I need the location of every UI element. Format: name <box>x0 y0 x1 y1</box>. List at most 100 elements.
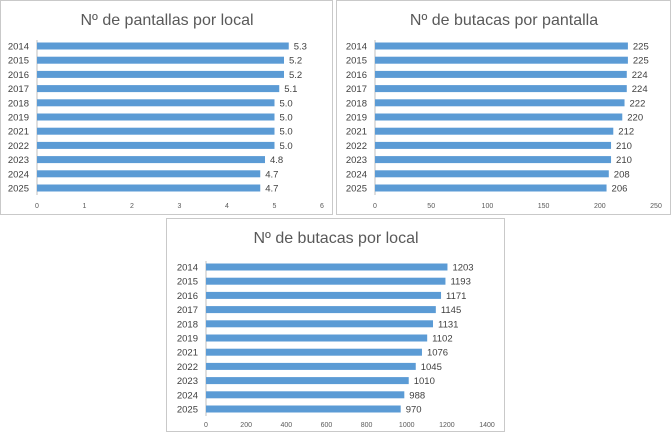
bar <box>375 56 628 64</box>
x-tick-label: 150 <box>538 203 550 210</box>
x-tick-label: 200 <box>594 203 606 210</box>
data-label: 206 <box>612 184 628 195</box>
x-tick-label: 0 <box>35 203 39 210</box>
bar <box>375 85 627 93</box>
bar <box>206 362 416 370</box>
data-label: 1045 <box>421 362 442 373</box>
x-tick-label: 50 <box>427 203 435 210</box>
category-label: 2019 <box>177 334 198 345</box>
bar <box>375 99 625 107</box>
bar <box>375 42 628 50</box>
data-label: 225 <box>633 56 649 67</box>
bar <box>37 170 261 178</box>
data-label: 224 <box>632 84 648 95</box>
data-label: 5.3 <box>294 42 307 53</box>
category-label: 2015 <box>177 277 198 288</box>
data-label: 222 <box>630 98 646 109</box>
category-label: 2024 <box>177 390 198 401</box>
category-label: 2017 <box>177 305 198 316</box>
chart-title: Nº de pantallas por local <box>80 12 253 29</box>
category-label: 2021 <box>346 127 367 138</box>
data-label: 988 <box>409 390 425 401</box>
data-label: 210 <box>616 141 632 152</box>
bar <box>206 306 436 314</box>
data-label: 5.0 <box>280 141 293 152</box>
bar <box>206 405 401 413</box>
x-tick-label: 5 <box>273 203 277 210</box>
category-label: 2014 <box>346 42 367 53</box>
bar <box>206 263 448 271</box>
category-label: 2023 <box>8 155 29 166</box>
bar <box>37 70 284 78</box>
data-label: 4.7 <box>265 169 278 180</box>
category-label: 2019 <box>8 113 29 124</box>
category-label: 2017 <box>346 84 367 95</box>
bar <box>206 320 434 328</box>
bar <box>37 127 275 135</box>
data-label: 1010 <box>414 376 435 387</box>
data-label: 970 <box>406 405 422 416</box>
category-label: 2024 <box>346 169 367 180</box>
category-label: 2018 <box>8 98 29 109</box>
x-tick-label: 2 <box>130 203 134 210</box>
bar <box>375 113 623 121</box>
category-label: 2025 <box>346 184 367 195</box>
x-tick-label: 1 <box>83 203 87 210</box>
chart-svg: Nº de butacas por local 2014 1203 2015 1193 2… <box>177 230 495 429</box>
bar <box>375 156 612 164</box>
data-label: 210 <box>616 155 632 166</box>
x-tick-label: 1400 <box>479 422 495 429</box>
data-label: 1145 <box>441 305 461 316</box>
data-label: 1203 <box>452 263 473 274</box>
data-label: 224 <box>632 70 648 81</box>
category-label: 2025 <box>177 405 198 416</box>
data-label: 5.2 <box>289 56 302 67</box>
data-label: 5.2 <box>289 70 302 81</box>
x-tick-label: 800 <box>361 422 373 429</box>
category-label: 2014 <box>8 42 29 53</box>
category-label: 2022 <box>346 141 367 152</box>
category-label: 2014 <box>177 263 198 274</box>
category-label: 2016 <box>346 70 367 81</box>
category-label: 2023 <box>346 155 367 166</box>
x-tick-label: 0 <box>204 422 208 429</box>
x-tick-label: 6 <box>320 203 324 210</box>
category-label: 2022 <box>177 362 198 373</box>
data-label: 225 <box>633 42 649 53</box>
bar <box>37 56 284 64</box>
category-label: 2016 <box>177 291 198 302</box>
bar <box>206 391 405 399</box>
category-label: 2025 <box>8 184 29 195</box>
bar <box>206 291 442 299</box>
category-label: 2017 <box>8 84 29 95</box>
chart-title: Nº de butacas por pantalla <box>410 12 598 29</box>
category-label: 2016 <box>8 70 29 81</box>
data-label: 1102 <box>432 334 452 345</box>
data-label: 212 <box>618 127 634 138</box>
category-label: 2015 <box>8 56 29 67</box>
x-tick-label: 600 <box>321 422 333 429</box>
category-label: 2024 <box>8 169 29 180</box>
data-label: 1171 <box>446 291 466 302</box>
x-tick-label: 4 <box>225 203 229 210</box>
chart-title: Nº de butacas por local <box>253 230 418 247</box>
data-label: 5.0 <box>280 127 293 138</box>
data-label: 1131 <box>438 319 458 330</box>
bar <box>206 277 446 285</box>
chart-panel-butacas-por-pantalla: Nº de butacas por pantalla 2014 225 2015 225… <box>336 0 671 215</box>
data-label: 5.0 <box>280 98 293 109</box>
bar <box>375 141 612 149</box>
x-tick-label: 0 <box>373 203 377 210</box>
category-label: 2021 <box>177 348 198 359</box>
bar <box>375 184 607 192</box>
chart-svg: Nº de butacas por pantalla 2014 225 2015 225… <box>346 12 662 210</box>
x-tick-label: 200 <box>240 422 252 429</box>
chart-panel-butacas-por-local: Nº de butacas por local 2014 1203 2015 1193 2… <box>166 218 505 432</box>
data-label: 4.8 <box>270 155 283 166</box>
category-label: 2018 <box>177 319 198 330</box>
bar <box>37 184 261 192</box>
bar <box>206 334 428 342</box>
bar <box>37 99 275 107</box>
chart-panel-pantallas-por-local: Nº de pantallas por local 2014 5.3 2015 5.2 2… <box>0 0 333 215</box>
